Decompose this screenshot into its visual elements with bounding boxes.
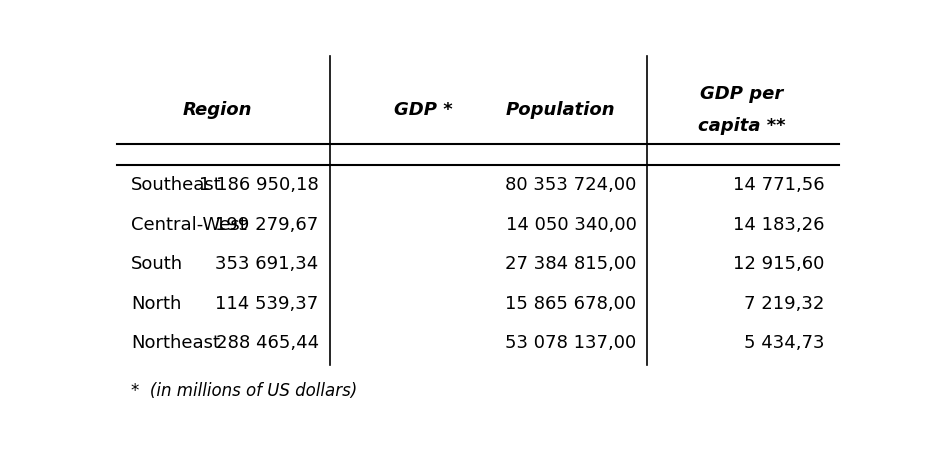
Text: 80 353 724,00: 80 353 724,00: [505, 176, 637, 194]
Text: 199 279,67: 199 279,67: [215, 216, 319, 233]
Text: 12 915,60: 12 915,60: [733, 255, 825, 273]
Text: Northeast: Northeast: [130, 334, 220, 352]
Text: 5 434,73: 5 434,73: [744, 334, 825, 352]
Text: 14 183,26: 14 183,26: [733, 216, 825, 233]
Text: 7 219,32: 7 219,32: [744, 295, 825, 313]
Text: Region: Region: [183, 101, 253, 119]
Text: 1 186 950,18: 1 186 950,18: [199, 176, 319, 194]
Text: *  (in millions of US dollars): * (in millions of US dollars): [130, 383, 357, 400]
Text: 14 050 340,00: 14 050 340,00: [506, 216, 637, 233]
Text: 114 539,37: 114 539,37: [215, 295, 319, 313]
Text: Central-West: Central-West: [130, 216, 247, 233]
Text: North: North: [130, 295, 182, 313]
Text: GDP *: GDP *: [394, 101, 453, 119]
Text: Population: Population: [506, 101, 615, 119]
Text: 53 078 137,00: 53 078 137,00: [505, 334, 637, 352]
Text: 288 465,44: 288 465,44: [215, 334, 319, 352]
Text: GDP per: GDP per: [700, 85, 783, 103]
Text: 353 691,34: 353 691,34: [215, 255, 319, 273]
Text: 15 865 678,00: 15 865 678,00: [505, 295, 637, 313]
Text: 27 384 815,00: 27 384 815,00: [505, 255, 637, 273]
Text: South: South: [130, 255, 183, 273]
Text: Southeast: Southeast: [130, 176, 222, 194]
Text: 14 771,56: 14 771,56: [733, 176, 825, 194]
Text: capita **: capita **: [697, 117, 785, 135]
